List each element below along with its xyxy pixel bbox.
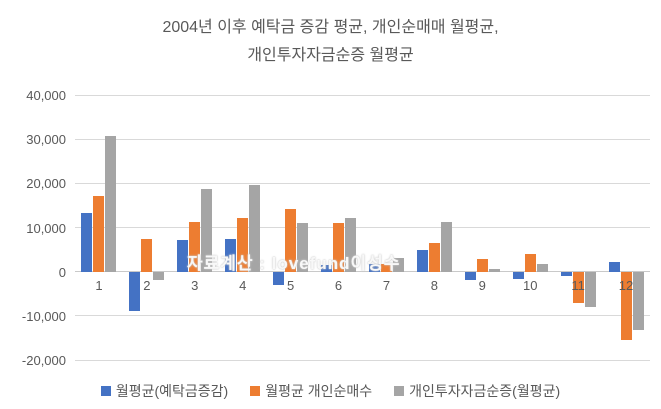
gridline: [75, 315, 650, 317]
x-axis-label: 8: [430, 277, 438, 293]
gridline: [75, 94, 650, 96]
bar-month1-series2: [105, 136, 117, 272]
bar-month10-series0: [512, 271, 524, 280]
bar-month9-series2: [488, 269, 500, 272]
x-axis-label: 7: [382, 277, 391, 293]
bar-month2-series1: [141, 239, 153, 272]
y-axis-tick-label: 10,000: [26, 220, 66, 236]
bar-month8-series1: [428, 243, 440, 272]
y-axis-tick-label: 40,000: [26, 88, 66, 103]
bar-month6-series2: [345, 218, 357, 272]
bar-month2-series2: [153, 271, 165, 280]
x-axis-label: 6: [334, 277, 343, 293]
bar-month11-series0: [560, 271, 572, 277]
bar-month6-series1: [333, 223, 345, 272]
x-axis-label: 2: [143, 277, 151, 293]
bar-month7-series1: [380, 264, 392, 272]
bar-month5-series0: [273, 271, 285, 285]
bar-month8-series0: [416, 250, 428, 272]
gridline: [75, 359, 650, 361]
bar-month9-series1: [476, 259, 488, 272]
legend-marker-icon: [100, 386, 111, 396]
bar-month1-series0: [81, 212, 93, 272]
bar-month10-series2: [536, 264, 548, 272]
bar-month9-series0: [464, 271, 476, 281]
chart-title-line-1: 2004년 이후 예탁금 증감 평균, 개인순매매 월평균,: [162, 19, 499, 36]
x-axis-label: 5: [287, 277, 295, 293]
bar-month7-series0: [368, 263, 380, 272]
bar-month11-series1: [572, 271, 584, 304]
bar-month4-series0: [225, 238, 237, 272]
legend-marker-icon: [250, 386, 261, 396]
bar-month3-series0: [177, 239, 189, 272]
y-axis-tick-label: 30,000: [26, 132, 66, 148]
x-axis-label: 10: [522, 277, 538, 293]
y-axis-tick-label: -20,000: [21, 353, 66, 368]
chart-title: 2004년 이후 예탁금 증감 평균, 개인순매매 월평균, 개인투자자금순증 …: [0, 14, 661, 70]
bar-month11-series2: [584, 271, 596, 308]
gridline: [75, 227, 650, 228]
bar-month2-series0: [129, 271, 141, 311]
bar-month12-series0: [608, 261, 620, 272]
legend-item-2: 개인투자자금순증(월평균): [394, 383, 560, 399]
gridline: [75, 138, 650, 140]
chart-title-line-2: 개인투자자금순증 월평균: [247, 47, 414, 64]
bar-month12-series1: [620, 271, 632, 340]
bar-month7-series2: [392, 257, 404, 272]
bar-month1-series1: [93, 195, 105, 272]
x-axis-label: 1: [95, 277, 103, 293]
bar-month8-series2: [440, 222, 452, 272]
bar-month3-series2: [201, 189, 213, 272]
y-axis-tick-label: -10,000: [21, 308, 66, 324]
x-axis-label: 11: [571, 277, 585, 293]
x-axis-label: 4: [239, 277, 247, 293]
legend-item-1: 월평균 개인순매수: [250, 383, 372, 399]
legend-label: 월평균(예탁금증감): [115, 383, 229, 399]
bar-month4-series1: [237, 218, 249, 272]
bar-month6-series0: [321, 265, 333, 272]
legend: 월평균(예탁금증감) 월평균 개인순매수 개인투자자금순증(월평균): [0, 383, 661, 399]
bar-month4-series2: [249, 184, 261, 272]
x-axis-label: 3: [191, 277, 199, 293]
legend-label: 개인투자자금순증(월평균): [409, 383, 561, 399]
gridline: [75, 182, 650, 184]
y-axis-tick-label: 0: [58, 264, 66, 280]
x-axis-label: 12: [618, 277, 634, 293]
bar-month3-series1: [189, 221, 201, 272]
bar-month5-series2: [297, 222, 309, 272]
x-axis-line: [75, 271, 650, 273]
y-axis-tick-label: 20,000: [26, 176, 66, 192]
bar-month12-series2: [632, 271, 644, 330]
legend-item-0: 월평균(예탁금증감): [100, 383, 229, 399]
legend-marker-icon: [394, 386, 405, 396]
bar-month10-series1: [524, 254, 536, 272]
x-axis-label: 9: [478, 277, 486, 293]
bar-month5-series1: [285, 208, 297, 272]
watermark: 자료계산 : lovefund이성수: [187, 254, 401, 273]
legend-label: 월평균 개인순매수: [265, 383, 373, 399]
